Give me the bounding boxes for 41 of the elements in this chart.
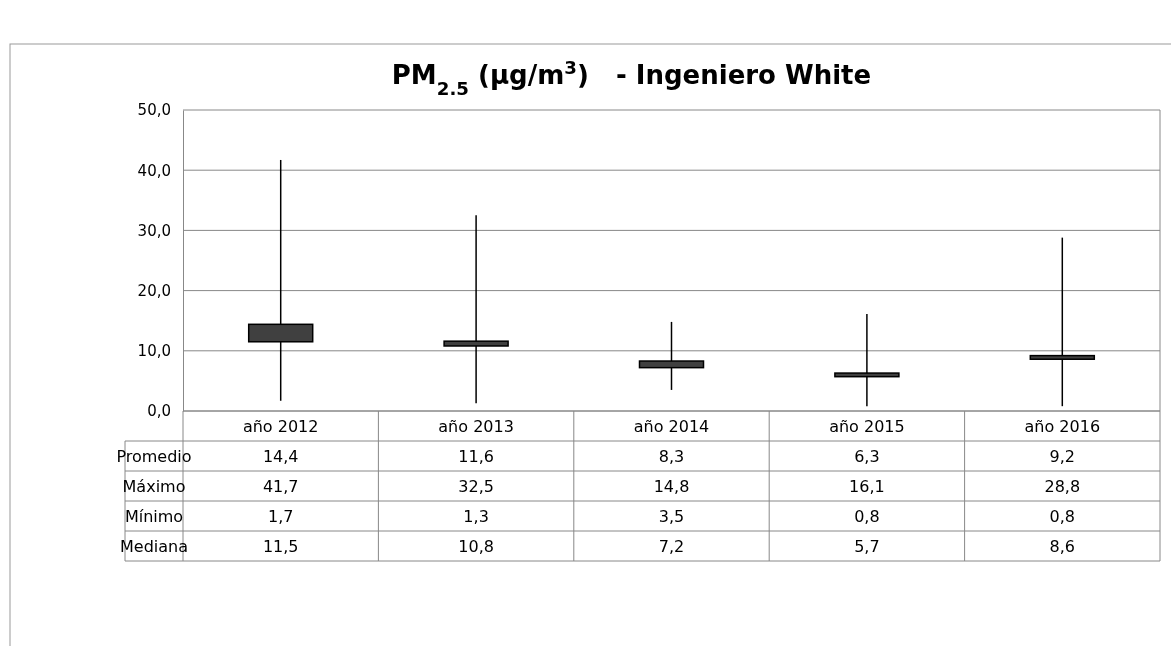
text: 8,3 <box>658 447 685 466</box>
y-tick-label: 0,0 <box>147 402 171 421</box>
x-tick-label: año 2012 <box>242 417 319 436</box>
text: Mediana <box>120 537 188 556</box>
y-tick-label: 10,0 <box>137 342 171 361</box>
text: 0,8 <box>1049 507 1076 526</box>
text: 11,5 <box>262 537 299 556</box>
text: 10,8 <box>458 537 494 556</box>
x-tick-label: año 2014 <box>633 417 710 436</box>
text: Máximo <box>122 477 186 496</box>
chart-title: PM$_{2.5}$ (µg/m$^{3}$) - Ingeniero White <box>391 56 872 99</box>
y-tick-label: 30,0 <box>137 221 171 240</box>
text: 5,7 <box>854 537 880 556</box>
text: 14,8 <box>653 477 690 496</box>
text: 28,8 <box>1044 477 1081 496</box>
x-tick-label: año 2013 <box>438 417 514 436</box>
text: 0,8 <box>854 507 880 526</box>
text: 41,7 <box>262 477 299 496</box>
text: 7,2 <box>658 537 685 556</box>
x-tick-label: año 2016 <box>1024 417 1101 436</box>
text: 3,5 <box>658 507 685 526</box>
candlestick <box>443 214 509 404</box>
y-tick-label: 50,0 <box>137 101 171 120</box>
y-tick-label: 40,0 <box>137 161 171 180</box>
text: 1,7 <box>267 507 294 526</box>
y-tick-label: 20,0 <box>137 281 171 300</box>
candlestick <box>1029 236 1096 407</box>
text: 8,6 <box>1049 537 1076 556</box>
candlestick <box>247 159 314 402</box>
text: 16,1 <box>849 477 885 496</box>
text: 9,2 <box>1049 447 1076 466</box>
text: Promedio <box>116 447 192 466</box>
x-tick-label: año 2015 <box>829 417 905 436</box>
text: Mínimo <box>124 507 184 526</box>
candlestick <box>834 313 900 407</box>
text: 32,5 <box>458 477 494 496</box>
text: 14,4 <box>262 447 299 466</box>
candlestick <box>638 321 705 391</box>
text: 11,6 <box>458 447 494 466</box>
text: 1,3 <box>463 507 489 526</box>
text: 6,3 <box>854 447 880 466</box>
